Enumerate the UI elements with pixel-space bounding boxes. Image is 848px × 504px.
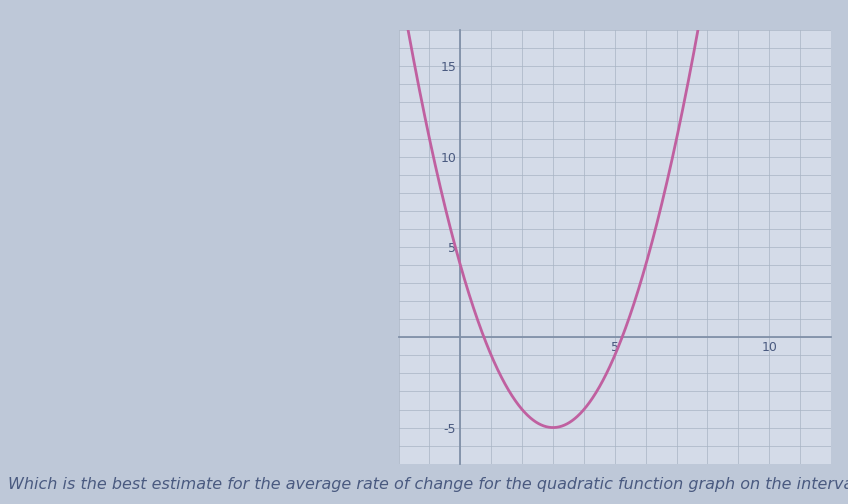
Text: Which is the best estimate for the average rate of change for the quadratic func: Which is the best estimate for the avera…	[8, 477, 848, 492]
